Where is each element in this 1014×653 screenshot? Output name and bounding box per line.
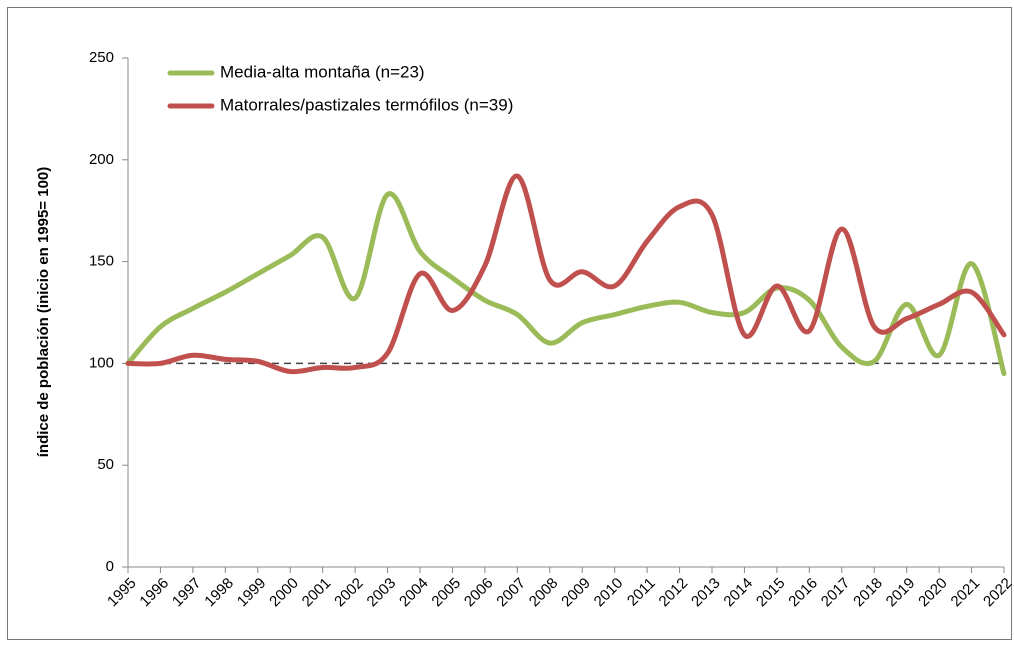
y-tick-label: 50: [97, 456, 114, 473]
y-tick-label: 150: [89, 253, 114, 270]
legend-label: Media-alta montaña (n=23): [220, 62, 425, 81]
series-line: [125, 173, 1007, 375]
chart-border: [7, 7, 1012, 640]
y-tick-label: 250: [89, 49, 114, 66]
y-axis-label: índice de población (inicio en 1995= 100…: [35, 167, 52, 458]
y-tick-label: 200: [89, 151, 114, 168]
legend-label: Matorrales/pastizales termófilos (n=39): [220, 95, 513, 114]
y-tick-label: 0: [106, 558, 114, 575]
y-tick-label: 100: [89, 354, 114, 371]
series-line: [125, 191, 1007, 377]
